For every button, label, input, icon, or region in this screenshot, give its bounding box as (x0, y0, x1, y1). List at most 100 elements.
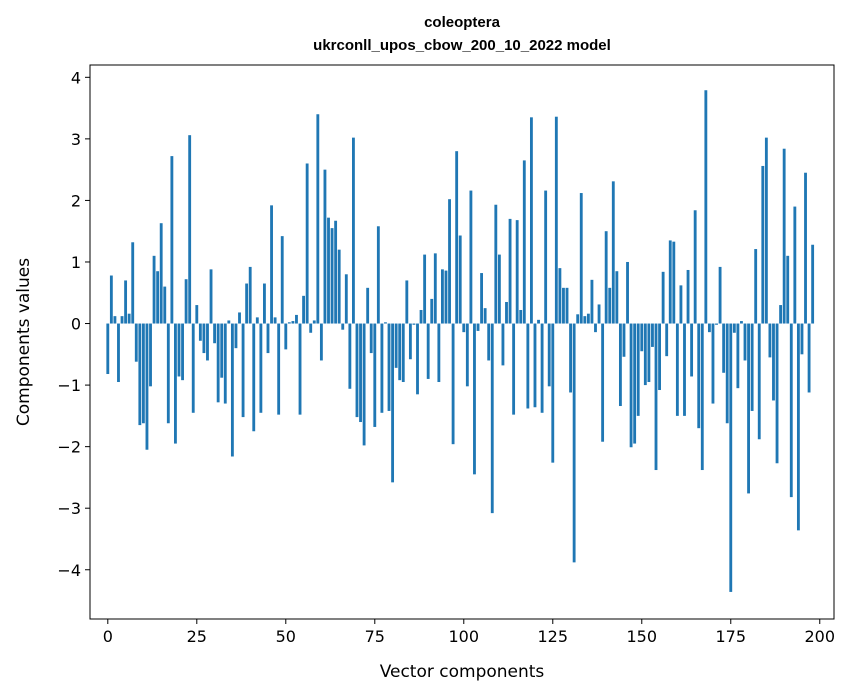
bar-121 (537, 319, 540, 324)
bar-104 (476, 323, 480, 331)
bar-71 (359, 323, 362, 423)
bars-group (106, 90, 815, 592)
bar-70 (355, 323, 359, 418)
bar-79 (387, 323, 391, 411)
bar-74 (369, 323, 373, 354)
bar-167 (700, 323, 704, 471)
bar-60 (319, 323, 323, 361)
y-tick-label: 1 (71, 253, 81, 272)
bar-86 (412, 323, 416, 325)
bar-50 (284, 323, 288, 350)
bar-42 (255, 317, 259, 324)
bar-102 (469, 190, 473, 324)
bar-33 (223, 323, 227, 404)
x-tick-label: 50 (276, 627, 296, 646)
bar-193 (793, 206, 797, 324)
bar-197 (807, 323, 811, 393)
bar-162 (683, 323, 686, 416)
bar-143 (615, 271, 619, 324)
bar-131 (572, 323, 576, 563)
bar-110 (497, 254, 501, 324)
bar-58 (312, 320, 316, 324)
bar-26 (198, 323, 202, 341)
y-tick-label: −3 (57, 499, 81, 518)
bar-155 (658, 323, 661, 391)
bar-99 (458, 235, 462, 324)
bar-123 (544, 190, 548, 324)
bar-0 (106, 323, 110, 375)
bar-49 (280, 236, 284, 324)
bar-119 (529, 117, 533, 324)
bar-111 (501, 323, 505, 366)
bar-87 (416, 323, 419, 395)
x-tick-label: 150 (626, 627, 657, 646)
bar-171 (715, 323, 718, 325)
bar-25 (195, 305, 199, 324)
bar-5 (124, 280, 128, 324)
bar-150 (640, 323, 644, 352)
bar-148 (633, 323, 637, 444)
bar-189 (779, 305, 783, 324)
x-axis-ticks: 0 25 50 75 100 125 150 175 200 (103, 619, 835, 646)
bar-138 (597, 304, 601, 324)
bar-166 (697, 323, 701, 429)
bar-57 (309, 323, 313, 333)
bar-190 (782, 148, 786, 324)
bar-94 (440, 269, 444, 324)
bar-61 (323, 169, 327, 324)
bar-44 (263, 283, 266, 324)
bar-65 (337, 249, 341, 324)
bar-128 (562, 287, 565, 324)
bar-62 (327, 217, 330, 324)
bar-72 (362, 323, 366, 446)
bar-122 (540, 323, 544, 413)
bar-187 (772, 323, 775, 401)
bar-30 (213, 323, 217, 344)
bar-174 (725, 323, 729, 424)
y-tick-label: 3 (71, 130, 81, 149)
bar-23 (188, 135, 192, 324)
bar-196 (804, 172, 807, 324)
bar-75 (373, 323, 377, 427)
chart-title: coleoptera (424, 14, 501, 31)
y-axis-ticks: −4 −3 −2 −1 0 1 2 3 4 (57, 68, 90, 580)
bar-41 (252, 323, 256, 432)
bar-137 (594, 323, 597, 333)
bar-154 (654, 323, 658, 471)
bar-114 (512, 323, 516, 415)
bar-93 (437, 323, 441, 383)
bar-11 (145, 323, 149, 450)
bar-109 (494, 204, 498, 324)
bar-134 (583, 316, 587, 324)
bar-169 (707, 323, 711, 333)
bar-117 (522, 160, 526, 324)
bar-78 (384, 322, 387, 324)
bar-198 (811, 244, 815, 324)
bar-64 (334, 220, 338, 324)
bar-1 (109, 275, 113, 324)
bar-46 (270, 205, 273, 324)
bar-80 (391, 323, 395, 483)
x-tick-label: 100 (449, 627, 480, 646)
bar-165 (693, 210, 697, 324)
bar-146 (626, 261, 629, 324)
bar-116 (519, 309, 523, 324)
plot-frame (89, 64, 835, 620)
bar-129 (565, 287, 569, 324)
bar-7 (131, 242, 135, 324)
bar-172 (718, 266, 722, 324)
bar-133 (579, 193, 583, 324)
bar-15 (159, 223, 163, 324)
x-tick-label: 75 (365, 627, 385, 646)
bar-180 (747, 323, 750, 494)
bar-91 (430, 298, 434, 324)
bar-6 (127, 313, 131, 324)
x-tick-label: 125 (538, 627, 569, 646)
bar-182 (754, 249, 758, 324)
bar-73 (366, 287, 370, 324)
bar-135 (586, 313, 590, 324)
y-tick-label: 0 (71, 315, 81, 334)
bar-8 (134, 323, 138, 362)
bar-173 (722, 323, 726, 373)
